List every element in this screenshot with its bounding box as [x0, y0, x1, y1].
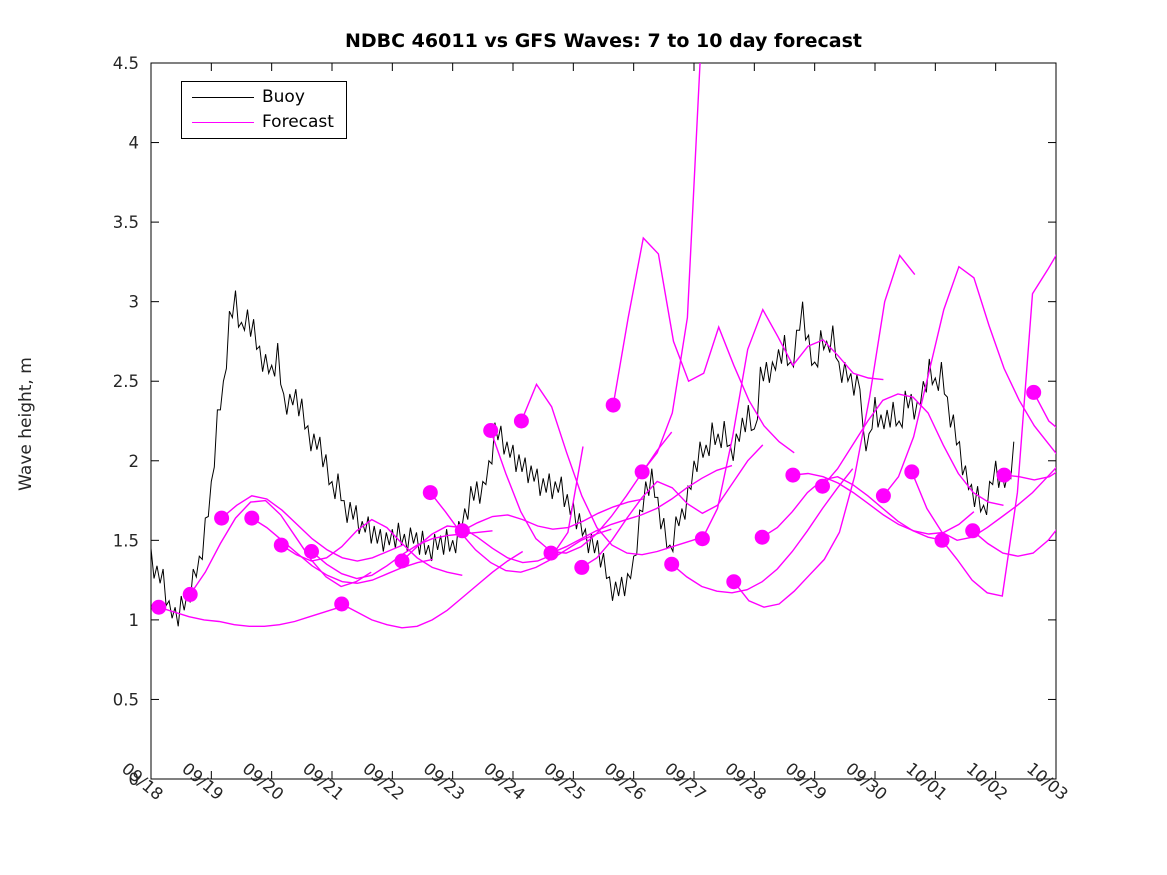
- forecast-line: [550, 464, 733, 554]
- legend-label-forecast: Forecast: [262, 112, 334, 133]
- x-tick-label: 09/19: [178, 759, 227, 804]
- forecast-start-marker: [726, 574, 742, 590]
- forecast-start-marker: [543, 545, 559, 561]
- forecast-line: [671, 468, 854, 594]
- y-tick-label: 3: [129, 293, 140, 312]
- forecast-line: [941, 254, 1056, 597]
- y-axis-label: Wave height, m: [16, 357, 36, 491]
- forecast-start-marker: [454, 523, 470, 539]
- forecast-start-marker: [785, 467, 801, 483]
- forecast-line: [461, 498, 644, 532]
- forecast-start-marker: [182, 586, 198, 602]
- forecast-start-marker: [965, 523, 981, 539]
- x-tick-label: 09/24: [480, 759, 529, 804]
- forecast-start-marker: [815, 478, 830, 494]
- buoy-line: [151, 290, 1015, 627]
- x-tick-label: 09/26: [601, 759, 650, 804]
- forecast-start-marker: [664, 556, 680, 572]
- forecast-line: [280, 518, 463, 576]
- forecast-line: [221, 495, 403, 562]
- forecast-start-marker: [875, 488, 891, 504]
- forecast-line: [882, 265, 1056, 497]
- forecast-start-marker: [996, 467, 1012, 483]
- forecast-line: [792, 472, 975, 535]
- forecast-start-marker: [934, 532, 950, 548]
- forecast-start-marker: [605, 397, 621, 413]
- forecast-start-marker: [151, 599, 167, 615]
- x-tick-label: 10/03: [1023, 759, 1072, 804]
- forecast-line-swatch: [192, 122, 254, 124]
- legend: Buoy Forecast: [181, 81, 347, 139]
- x-tick-label: 09/30: [842, 759, 891, 804]
- forecast-start-marker: [244, 510, 260, 526]
- legend-item-buoy: Buoy: [182, 85, 346, 110]
- x-tick-label: 09/29: [782, 759, 831, 804]
- forecast-start-marker: [574, 559, 590, 575]
- forecast-line: [972, 529, 1056, 557]
- x-tick-label: 09/20: [239, 759, 288, 804]
- forecast-start-marker: [304, 544, 319, 559]
- x-tick-label: 09/18: [118, 759, 167, 804]
- forecast-start-marker: [513, 413, 529, 429]
- x-tick-label: 09/21: [299, 759, 348, 804]
- forecast-series: [151, 63, 1056, 629]
- x-tick-label: 09/25: [540, 759, 589, 804]
- legend-label-buoy: Buoy: [262, 86, 305, 107]
- y-tick-label: 4: [129, 134, 140, 153]
- y-tick-label: 0.5: [113, 690, 139, 709]
- forecast-start-marker: [754, 529, 770, 545]
- forecast-line: [911, 466, 1056, 542]
- forecast-line: [581, 444, 764, 568]
- forecast-start-marker: [1026, 384, 1042, 400]
- forecast-start-marker: [422, 485, 438, 501]
- forecast-start-marker: [214, 510, 230, 526]
- axis-ticks: [150, 62, 1057, 780]
- forecast-line: [641, 63, 701, 473]
- forecast-start-marker: [904, 464, 920, 480]
- y-tick-label: 1: [129, 611, 140, 630]
- forecast-line: [612, 236, 795, 454]
- forecast-start-marker: [273, 537, 289, 553]
- axis-tick-labels: 09/18 09/19 09/20 09/21 09/22 09/23 09/24 09/25…: [113, 54, 1072, 804]
- forecast-line: [401, 446, 584, 564]
- y-tick-label: 4.5: [113, 54, 139, 73]
- forecast-line: [341, 550, 524, 629]
- forecast-start-marker: [634, 464, 650, 480]
- axis-box: [150, 62, 1057, 780]
- x-tick-label: 09/27: [661, 759, 710, 804]
- forecast-line: [158, 606, 341, 627]
- buoy-line-swatch: [192, 96, 254, 98]
- y-tick-label: 2.5: [113, 372, 139, 391]
- forecast-line: [189, 499, 372, 595]
- forecast-line: [821, 393, 1004, 506]
- forecast-line: [1004, 471, 1056, 481]
- forecast-start-marker: [483, 423, 499, 438]
- chart-title: NDBC 46011 vs GFS Waves: 7 to 10 day for…: [344, 30, 863, 52]
- x-tick-label: 10/02: [963, 759, 1012, 804]
- y-tick-label: 1.5: [113, 531, 139, 550]
- forecast-line: [701, 307, 884, 540]
- forecast-start-marker: [694, 531, 710, 547]
- buoy-series: [151, 290, 1015, 627]
- forecast-line: [520, 382, 703, 556]
- y-tick-label: 0: [129, 770, 140, 789]
- forecast-line: [733, 254, 916, 608]
- x-tick-label: 09/28: [721, 759, 770, 804]
- forecast-line: [1033, 392, 1056, 429]
- x-tick-label: 10/01: [902, 759, 951, 804]
- y-tick-label: 2: [129, 452, 140, 471]
- y-tick-label: 3.5: [113, 213, 139, 232]
- legend-item-forecast: Forecast: [182, 110, 346, 135]
- forecast-start-marker: [334, 596, 350, 612]
- forecast-start-marker: [394, 553, 410, 569]
- x-tick-label: 09/22: [359, 759, 408, 804]
- x-tick-label: 09/23: [420, 759, 469, 804]
